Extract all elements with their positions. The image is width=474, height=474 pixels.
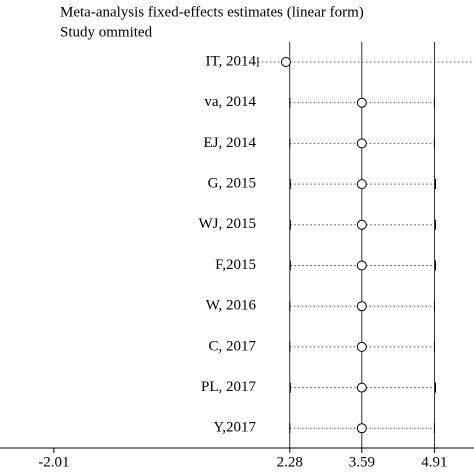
chart-subtitle: Study ommited <box>60 24 153 40</box>
estimate-point <box>356 138 367 149</box>
x-tick-label: -2.01 <box>38 454 69 470</box>
study-label: PL, 2017 <box>201 379 257 395</box>
estimate-point <box>356 219 367 230</box>
study-label: WJ, 2015 <box>199 216 257 232</box>
x-tick-label: 3.59 <box>349 454 375 470</box>
study-label: C, 2017 <box>208 338 256 354</box>
study-label: G, 2015 <box>208 176 256 192</box>
estimate-point <box>356 97 367 108</box>
chart-title: Meta-analysis fixed-effects estimates (l… <box>60 4 364 20</box>
study-label: F,2015 <box>215 257 256 273</box>
study-label: EJ, 2014 <box>204 135 257 151</box>
study-label: Y,2017 <box>213 420 256 436</box>
estimate-point <box>356 341 367 352</box>
estimate-point <box>356 260 367 271</box>
estimate-point <box>356 301 367 312</box>
study-label: va, 2014 <box>204 94 256 110</box>
estimate-point <box>356 179 367 190</box>
study-label: W, 2016 <box>206 298 257 314</box>
study-label: IT, 2014 <box>205 53 256 69</box>
estimate-point <box>356 382 367 393</box>
x-tick-label: 2.28 <box>277 454 303 470</box>
estimate-point <box>356 423 367 434</box>
x-tick-label: 4.91 <box>421 454 447 470</box>
estimate-point <box>280 57 291 67</box>
